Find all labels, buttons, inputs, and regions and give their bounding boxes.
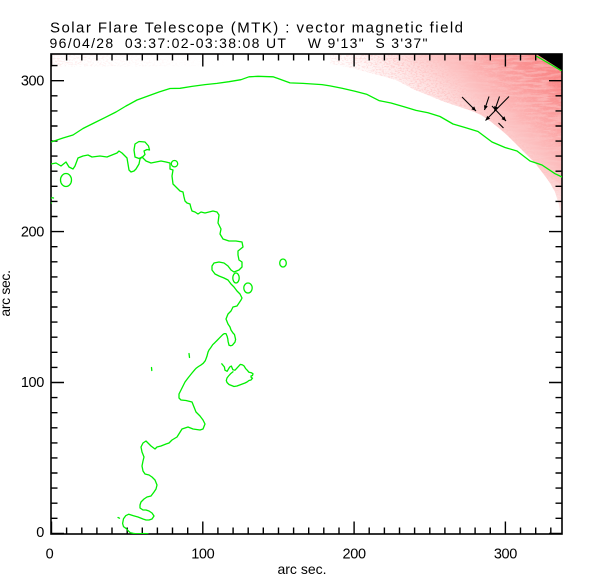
svg-text:100: 100 — [21, 375, 44, 391]
svg-text:arc sec.: arc sec. — [0, 270, 13, 316]
svg-text:100: 100 — [191, 546, 214, 562]
svg-text:Solar Flare Telescope (MTK) :: Solar Flare Telescope (MTK) : vector mag… — [50, 20, 463, 37]
svg-text:200: 200 — [21, 224, 44, 240]
svg-text:0: 0 — [46, 546, 54, 562]
svg-text:96/04/28 03:37:02-03:38:08 UT: 96/04/28 03:37:02-03:38:08 UT W 9'13" S … — [50, 35, 428, 51]
svg-text:200: 200 — [343, 546, 366, 562]
svg-text:0: 0 — [36, 525, 44, 541]
svg-text:arc sec.: arc sec. — [277, 561, 326, 577]
svg-text:300: 300 — [21, 73, 44, 89]
svg-text:300: 300 — [494, 546, 517, 562]
